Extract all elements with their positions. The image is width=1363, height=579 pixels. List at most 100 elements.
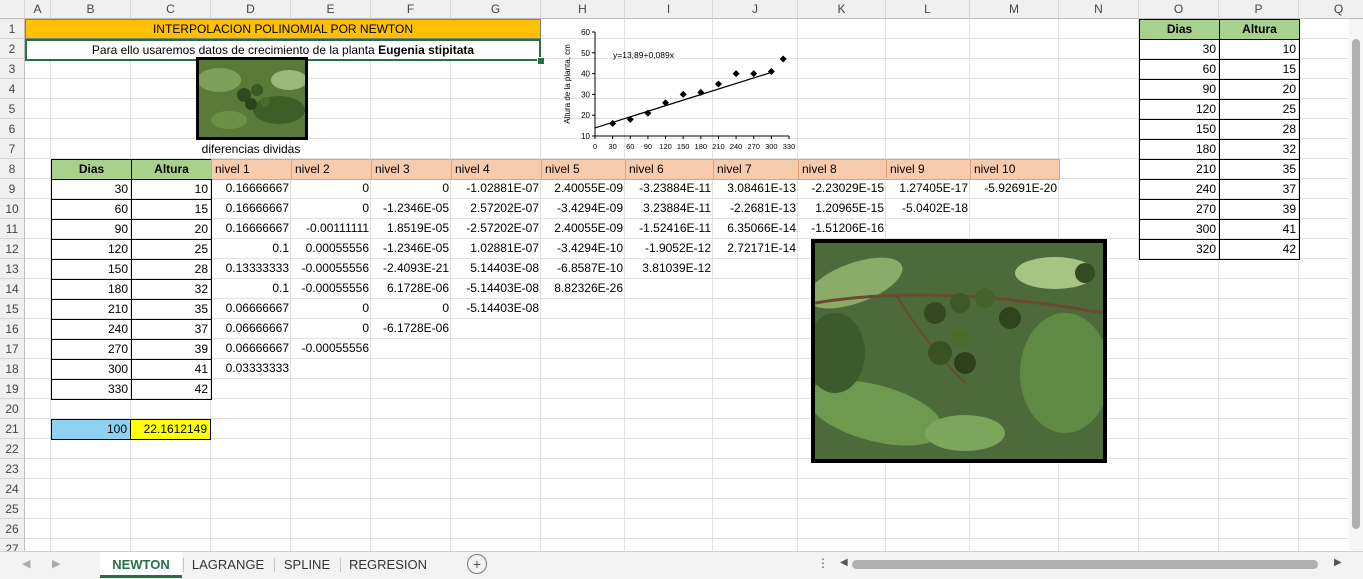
side-header-cell[interactable]: Altura — [1219, 19, 1300, 40]
row-header[interactable]: 3 — [0, 59, 25, 79]
table-cell[interactable]: 60 — [51, 199, 132, 220]
table-cell[interactable]: -2.2681E-13 — [729, 201, 796, 215]
table-cell[interactable]: 330 — [51, 379, 132, 400]
row-header[interactable]: 7 — [0, 139, 25, 159]
table-cell[interactable]: 0.16666667 — [225, 181, 289, 195]
table-cell[interactable]: 1.02881E-07 — [470, 241, 539, 255]
row-header[interactable]: 26 — [0, 519, 25, 539]
side-cell[interactable]: 120 — [1139, 99, 1220, 120]
table-cell[interactable]: -0.00111111 — [306, 221, 369, 235]
next-sheet-icon[interactable]: ▶ — [52, 558, 61, 570]
table-cell[interactable]: 30 — [51, 179, 132, 200]
table-cell[interactable]: -1.52416E-11 — [639, 221, 711, 235]
row-header[interactable]: 10 — [0, 199, 25, 219]
table-cell[interactable]: 240 — [51, 319, 132, 340]
eval-result[interactable]: 22.1612149 — [130, 419, 211, 440]
row-header[interactable]: 1 — [0, 19, 25, 39]
table-cell[interactable]: -1.2346E-05 — [382, 201, 449, 215]
side-cell[interactable]: 32 — [1219, 139, 1300, 160]
side-cell[interactable]: 41 — [1219, 219, 1300, 240]
table-cell[interactable]: 120 — [51, 239, 132, 260]
sheet-tab-regresion[interactable]: REGRESION — [348, 557, 427, 572]
table-cell[interactable]: 41 — [131, 359, 212, 380]
row-header[interactable]: 24 — [0, 479, 25, 499]
table-cell[interactable]: -3.4294E-10 — [556, 241, 623, 255]
table-cell[interactable]: 0.13333333 — [225, 261, 289, 275]
side-cell[interactable]: 15 — [1219, 59, 1300, 80]
row-header[interactable]: 6 — [0, 119, 25, 139]
column-header[interactable]: M — [970, 0, 1059, 19]
table-cell[interactable]: 6.1728E-06 — [386, 281, 449, 295]
side-cell[interactable]: 270 — [1139, 199, 1220, 220]
table-cell[interactable]: 90 — [51, 219, 132, 240]
column-header[interactable]: K — [798, 0, 886, 19]
table-cell[interactable]: -2.23029E-15 — [811, 181, 884, 195]
select-all-corner[interactable] — [0, 0, 25, 19]
table-header-cell[interactable]: nivel 2 — [291, 159, 372, 180]
table-cell[interactable]: 0 — [362, 321, 369, 335]
table-header-cell[interactable]: nivel 3 — [371, 159, 452, 180]
table-header-cell[interactable]: Altura — [131, 159, 212, 180]
vertical-scrollbar[interactable] — [1349, 19, 1363, 551]
column-header[interactable]: P — [1219, 0, 1299, 19]
table-cell[interactable]: 0.00055556 — [305, 241, 369, 255]
horizontal-scroll-thumb[interactable] — [852, 560, 1318, 569]
row-header[interactable]: 8 — [0, 159, 25, 179]
table-cell[interactable]: 32 — [131, 279, 212, 300]
column-header[interactable]: F — [371, 0, 451, 19]
table-cell[interactable]: 0.1 — [272, 241, 289, 255]
row-header[interactable]: 15 — [0, 299, 25, 319]
row-header[interactable]: 14 — [0, 279, 25, 299]
table-cell[interactable]: 1.8519E-05 — [386, 221, 449, 235]
table-header-cell[interactable]: Dias — [51, 159, 132, 180]
table-cell[interactable]: -1.9052E-12 — [644, 241, 711, 255]
table-cell[interactable]: 25 — [131, 239, 212, 260]
side-cell[interactable]: 30 — [1139, 39, 1220, 60]
table-cell[interactable]: -2.4093E-21 — [382, 261, 449, 275]
table-cell[interactable]: 2.72171E-14 — [727, 241, 796, 255]
table-cell[interactable]: -1.2346E-05 — [382, 241, 449, 255]
table-cell[interactable]: 2.40055E-09 — [554, 181, 623, 195]
side-cell[interactable]: 300 — [1139, 219, 1220, 240]
table-cell[interactable]: 0.06666667 — [225, 321, 289, 335]
table-cell[interactable]: 37 — [131, 319, 212, 340]
sheet-title[interactable]: INTERPOLACION POLINOMIAL POR NEWTON — [25, 19, 541, 39]
column-header[interactable]: I — [625, 0, 713, 19]
table-cell[interactable]: 28 — [131, 259, 212, 280]
side-cell[interactable]: 35 — [1219, 159, 1300, 180]
table-cell[interactable]: 0.16666667 — [225, 201, 289, 215]
fill-handle[interactable] — [537, 57, 545, 65]
table-cell[interactable]: 15 — [131, 199, 212, 220]
side-cell[interactable]: 25 — [1219, 99, 1300, 120]
table-cell[interactable]: 0.03333333 — [225, 361, 289, 375]
row-header[interactable]: 27 — [0, 539, 25, 551]
table-cell[interactable]: -6.8587E-10 — [556, 261, 623, 275]
more-options-icon[interactable]: ⋮ — [817, 556, 829, 570]
row-header[interactable]: 19 — [0, 379, 25, 399]
column-header[interactable]: D — [211, 0, 291, 19]
table-header-cell[interactable]: nivel 7 — [713, 159, 799, 180]
plant-photo-small[interactable] — [196, 57, 308, 140]
table-cell[interactable]: -3.4294E-09 — [556, 201, 623, 215]
table-cell[interactable]: 0 — [362, 301, 369, 315]
table-cell[interactable]: 2.57202E-07 — [470, 201, 539, 215]
table-cell[interactable]: 6.35066E-14 — [727, 221, 796, 235]
row-header[interactable]: 11 — [0, 219, 25, 239]
column-header[interactable]: E — [291, 0, 371, 19]
side-cell[interactable]: 20 — [1219, 79, 1300, 100]
side-cell[interactable]: 39 — [1219, 199, 1300, 220]
table-cell[interactable]: 150 — [51, 259, 132, 280]
sheet-tab-newton[interactable]: NEWTON — [100, 552, 182, 578]
table-cell[interactable]: 3.23884E-11 — [643, 201, 711, 215]
row-header[interactable]: 4 — [0, 79, 25, 99]
table-cell[interactable]: 39 — [131, 339, 212, 360]
row-header[interactable]: 25 — [0, 499, 25, 519]
vertical-scroll-thumb[interactable] — [1352, 39, 1360, 529]
side-cell[interactable]: 42 — [1219, 239, 1300, 260]
table-cell[interactable]: -0.00055556 — [301, 261, 369, 275]
column-header[interactable]: C — [131, 0, 211, 19]
table-cell[interactable]: 1.20965E-15 — [815, 201, 884, 215]
eval-x-input[interactable]: 100 — [51, 419, 131, 440]
column-header[interactable]: L — [886, 0, 970, 19]
